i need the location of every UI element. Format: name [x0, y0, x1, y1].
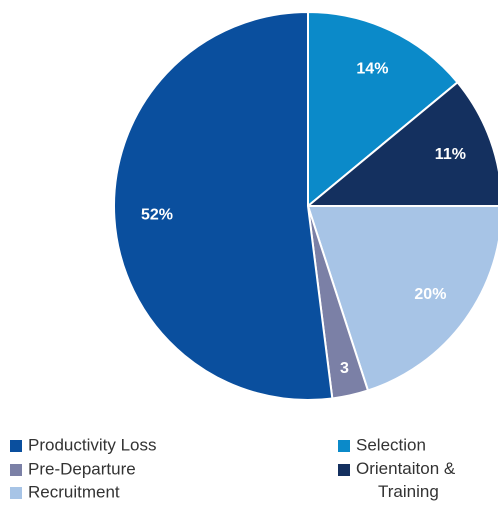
legend-swatch [10, 487, 22, 499]
slice-label: 3 [340, 360, 349, 377]
pie-slice [113, 10, 334, 401]
pie-slice [305, 80, 498, 207]
slice-label: 11% [435, 146, 466, 163]
legend-label: Productivity Loss [28, 435, 157, 454]
slice-label: 52% [141, 207, 173, 224]
legend-swatch [338, 440, 350, 452]
legend-swatch [10, 464, 22, 476]
legend-line: Orientaiton & [356, 459, 456, 478]
slice-label: 14% [356, 60, 388, 77]
pie-slice [307, 10, 459, 209]
pie-slice [306, 205, 498, 392]
slice-label: 20% [414, 286, 446, 303]
legend-label: Selection [356, 435, 426, 454]
legend-label: Orientaiton & Training [356, 459, 456, 501]
legend-swatch [10, 440, 22, 452]
legend-label: Pre-Departure [28, 459, 136, 478]
legend-label: Recruitment [28, 482, 120, 501]
legend-line: Training [378, 482, 439, 501]
legend-swatch [338, 464, 350, 476]
